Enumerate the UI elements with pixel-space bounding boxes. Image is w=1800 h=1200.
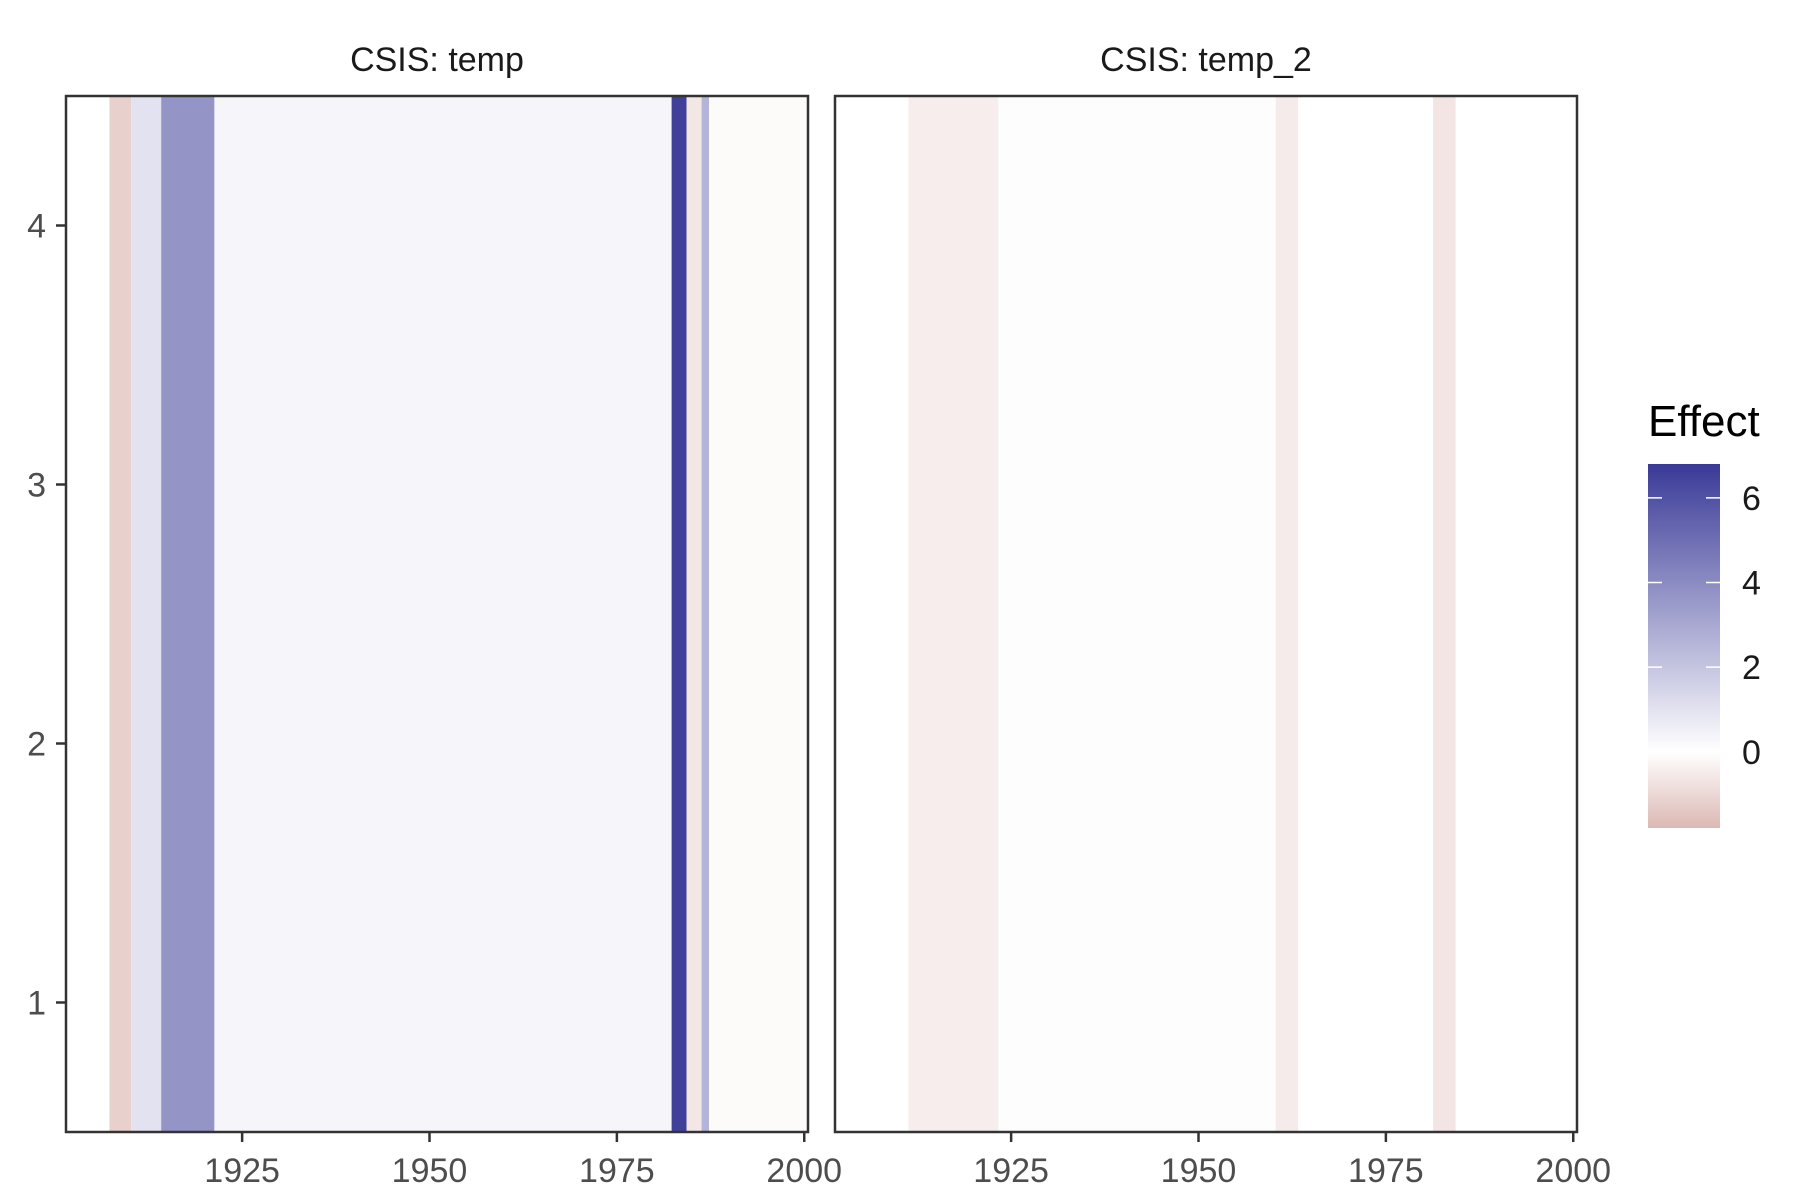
y-tick-label: 4 — [27, 208, 46, 246]
legend-tick-label: 6 — [1742, 480, 1761, 518]
heat-band — [908, 96, 999, 1132]
heat-band — [709, 96, 808, 1132]
heat-band — [1020, 96, 1276, 1132]
heat-band — [131, 96, 162, 1132]
x-tick-label: 2000 — [1535, 1152, 1611, 1190]
panel-1-bands — [109, 96, 808, 1132]
y-tick-label: 3 — [27, 467, 46, 505]
panel-1-title: CSIS: temp — [350, 41, 524, 79]
panel-2-title: CSIS: temp_2 — [1100, 41, 1312, 79]
legend-tick-label: 2 — [1742, 649, 1761, 687]
legend-tick-label: 0 — [1742, 734, 1761, 772]
heat-band — [1275, 96, 1299, 1132]
heat-band — [109, 96, 132, 1132]
y-tick-label: 2 — [27, 726, 46, 764]
legend-ticks: 0 2 4 6 — [1648, 480, 1761, 772]
x-tick-label: 1950 — [1161, 1152, 1237, 1190]
x-tick-label: 1950 — [392, 1152, 468, 1190]
heat-band — [701, 96, 710, 1132]
heat-band — [671, 96, 687, 1132]
x-tick-label: 2000 — [766, 1152, 842, 1190]
panel-2: CSIS: temp_2 — [833, 41, 1579, 1134]
color-legend: Effect 0 2 4 6 — [1648, 397, 1761, 828]
heat-band — [998, 96, 1021, 1132]
y-axis: 1 2 3 4 — [27, 208, 66, 1023]
panel-1-x-axis: 1925 1950 1975 2000 — [204, 1132, 842, 1190]
x-tick-label: 1975 — [1348, 1152, 1424, 1190]
heat-band — [161, 96, 215, 1132]
x-tick-label: 1975 — [579, 1152, 655, 1190]
panel-1: CSIS: temp — [64, 41, 810, 1134]
panel-2-bands — [908, 96, 1456, 1132]
panel-2-x-axis: 1925 1950 1975 2000 — [973, 1132, 1611, 1190]
legend-colorbar — [1648, 464, 1720, 828]
x-tick-label: 1925 — [204, 1152, 280, 1190]
panel-2-border — [833, 94, 1579, 1134]
legend-title: Effect — [1648, 397, 1760, 446]
legend-tick-label: 4 — [1742, 565, 1761, 603]
heat-band — [686, 96, 702, 1132]
y-tick-label: 1 — [27, 985, 46, 1023]
heat-band — [1433, 96, 1456, 1132]
panel-1-border — [64, 94, 810, 1134]
x-tick-label: 1925 — [973, 1152, 1049, 1190]
heat-band — [214, 96, 672, 1132]
